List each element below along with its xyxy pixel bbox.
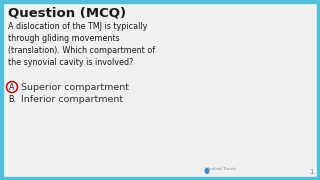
Bar — [165, 3, 317, 177]
Text: Superior compartment: Superior compartment — [21, 82, 129, 91]
Bar — [210, 83, 213, 88]
Bar — [217, 91, 220, 96]
Polygon shape — [240, 80, 248, 101]
Ellipse shape — [206, 71, 218, 81]
Bar — [210, 91, 213, 96]
Text: A dislocation of the TMJ is typically
through gliding movements
(translation). W: A dislocation of the TMJ is typically th… — [8, 22, 155, 68]
Ellipse shape — [205, 75, 233, 93]
Text: Medical Touch: Medical Touch — [204, 167, 236, 171]
Ellipse shape — [204, 168, 210, 174]
Bar — [171, 3, 174, 177]
Bar — [302, 3, 307, 177]
Ellipse shape — [216, 53, 238, 69]
Ellipse shape — [252, 47, 287, 97]
Text: Inferior compartment: Inferior compartment — [21, 96, 123, 105]
Bar — [214, 91, 216, 96]
Bar — [173, 3, 176, 177]
Ellipse shape — [273, 86, 282, 98]
Ellipse shape — [244, 77, 260, 85]
Bar — [224, 91, 227, 96]
Ellipse shape — [243, 76, 253, 84]
Text: Question (MCQ): Question (MCQ) — [8, 7, 126, 20]
Text: A: A — [9, 82, 15, 91]
Bar — [298, 3, 303, 177]
Ellipse shape — [245, 78, 253, 84]
Bar — [217, 83, 220, 88]
Bar — [224, 83, 227, 88]
Bar — [310, 3, 315, 177]
Ellipse shape — [206, 65, 220, 75]
Ellipse shape — [252, 77, 264, 83]
Bar — [221, 83, 224, 88]
Ellipse shape — [206, 21, 258, 59]
Polygon shape — [207, 83, 244, 109]
Bar — [167, 3, 170, 177]
Ellipse shape — [268, 79, 276, 87]
Bar — [294, 3, 299, 177]
Bar — [228, 91, 231, 96]
FancyBboxPatch shape — [2, 1, 318, 179]
Polygon shape — [255, 79, 270, 90]
Bar — [228, 83, 231, 88]
Bar — [306, 3, 311, 177]
Polygon shape — [237, 73, 255, 83]
Ellipse shape — [265, 37, 305, 107]
Bar — [214, 83, 216, 88]
Polygon shape — [206, 47, 234, 73]
Bar — [290, 3, 295, 177]
Bar — [165, 3, 168, 177]
Bar — [221, 91, 224, 96]
Ellipse shape — [214, 23, 302, 117]
Text: 1: 1 — [309, 169, 314, 175]
Bar — [169, 3, 172, 177]
Text: B.: B. — [8, 96, 16, 105]
